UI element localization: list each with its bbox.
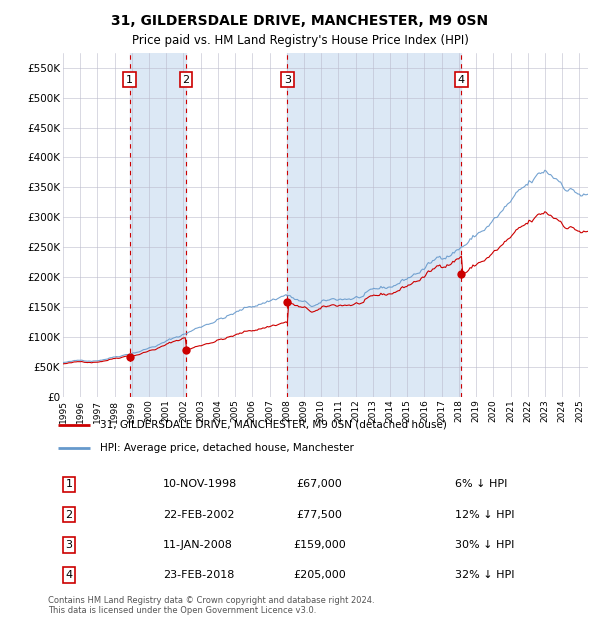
Text: 3: 3 — [65, 540, 73, 550]
Text: £159,000: £159,000 — [293, 540, 346, 550]
Text: 1: 1 — [126, 74, 133, 84]
Text: £67,000: £67,000 — [296, 479, 343, 489]
Text: 11-JAN-2008: 11-JAN-2008 — [163, 540, 233, 550]
Text: 4: 4 — [458, 74, 465, 84]
Text: 10-NOV-1998: 10-NOV-1998 — [163, 479, 237, 489]
Text: 30% ↓ HPI: 30% ↓ HPI — [455, 540, 515, 550]
Text: £205,000: £205,000 — [293, 570, 346, 580]
Text: Price paid vs. HM Land Registry's House Price Index (HPI): Price paid vs. HM Land Registry's House … — [131, 34, 469, 47]
Text: 2: 2 — [65, 510, 73, 520]
Text: 1: 1 — [65, 479, 73, 489]
Text: 6% ↓ HPI: 6% ↓ HPI — [455, 479, 508, 489]
Text: HPI: Average price, detached house, Manchester: HPI: Average price, detached house, Manc… — [100, 443, 354, 453]
Text: Contains HM Land Registry data © Crown copyright and database right 2024.
This d: Contains HM Land Registry data © Crown c… — [48, 596, 374, 615]
Text: 31, GILDERSDALE DRIVE, MANCHESTER, M9 0SN (detached house): 31, GILDERSDALE DRIVE, MANCHESTER, M9 0S… — [100, 420, 447, 430]
Text: 3: 3 — [284, 74, 291, 84]
Text: 2: 2 — [182, 74, 190, 84]
Text: 22-FEB-2002: 22-FEB-2002 — [163, 510, 235, 520]
Bar — [287, 53, 461, 397]
Text: £77,500: £77,500 — [296, 510, 343, 520]
Text: 32% ↓ HPI: 32% ↓ HPI — [455, 570, 515, 580]
Text: 31, GILDERSDALE DRIVE, MANCHESTER, M9 0SN: 31, GILDERSDALE DRIVE, MANCHESTER, M9 0S… — [112, 14, 488, 28]
Text: 4: 4 — [65, 570, 73, 580]
Text: 23-FEB-2018: 23-FEB-2018 — [163, 570, 234, 580]
Bar — [130, 53, 186, 397]
Text: 12% ↓ HPI: 12% ↓ HPI — [455, 510, 515, 520]
